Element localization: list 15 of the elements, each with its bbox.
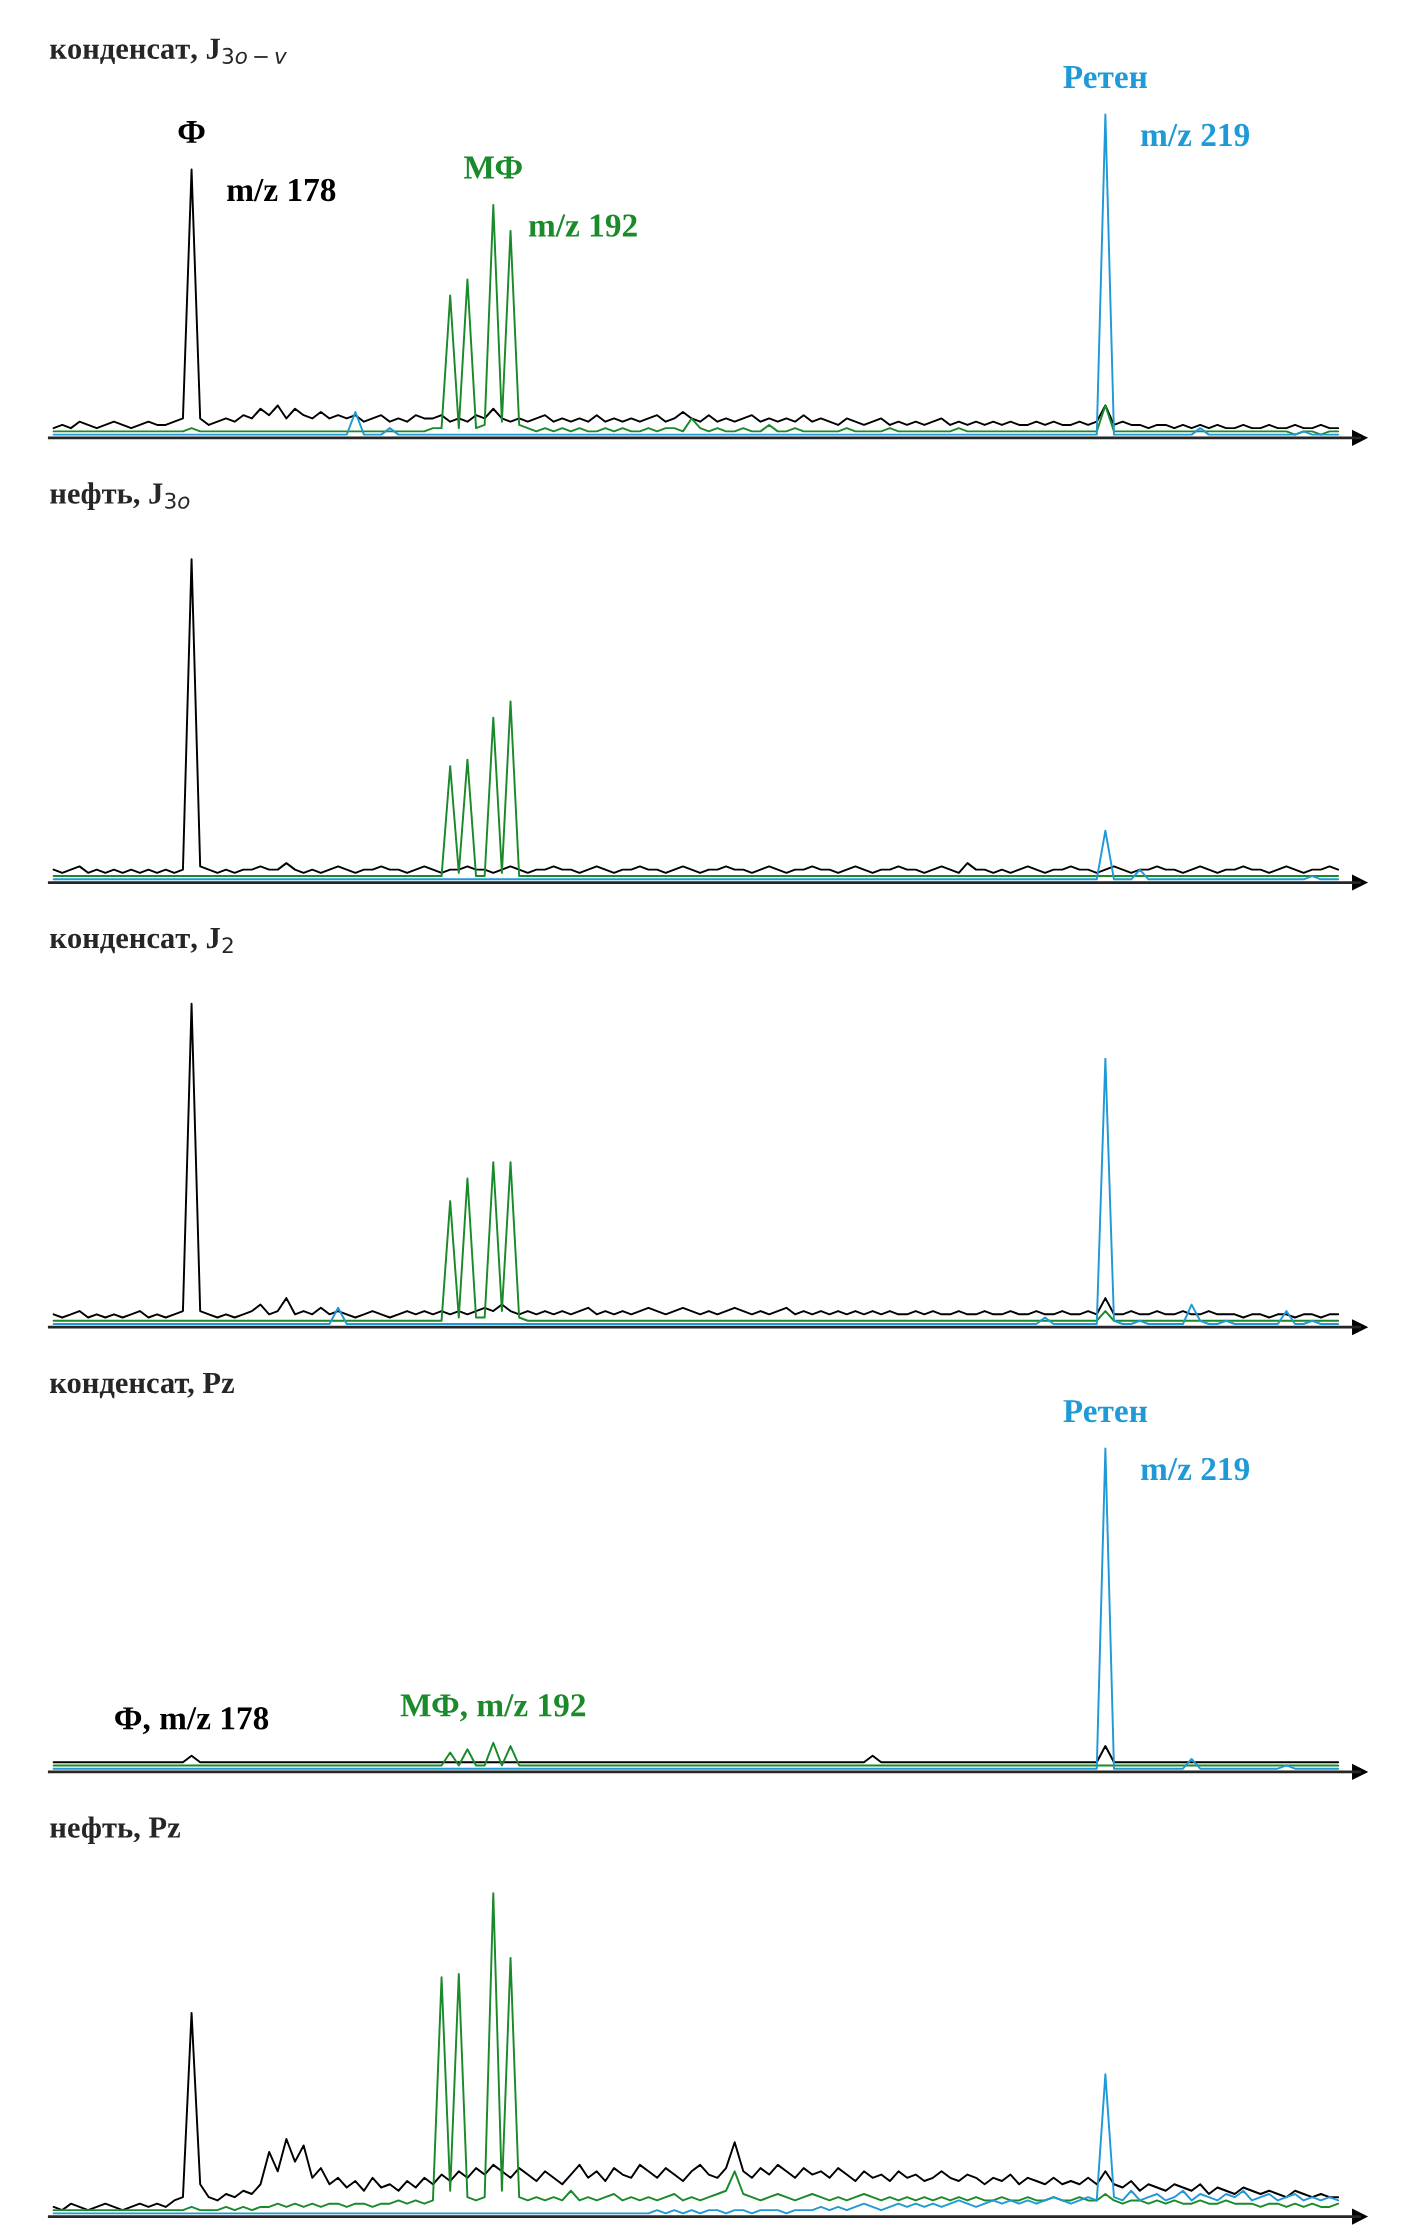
annotation: m/z 219 — [1140, 1457, 1250, 1481]
annotation: m/z 219 — [1140, 123, 1250, 147]
chart-title: конденсат, Pz — [49, 1372, 234, 1399]
annotation: Ф, m/z 178 — [115, 1707, 269, 1735]
annotation: Ретен — [1063, 66, 1148, 89]
chart-title: нефть, Pz — [50, 1816, 181, 1845]
annotation: Ретен — [1063, 1400, 1148, 1423]
chart-title: конденсат, J$_{2}$ — [49, 928, 233, 954]
annotation: Ф — [178, 121, 205, 143]
chart-title: нефть, J$_{3o}$ — [50, 482, 190, 511]
annotation: m/z 178 — [227, 178, 336, 202]
chart-title: конденсат, J$_{3o−v}$ — [49, 38, 287, 64]
annotation: МФ, m/z 192 — [400, 1694, 586, 1722]
annotation: МФ — [464, 156, 522, 179]
annotation: m/z 192 — [528, 214, 637, 237]
